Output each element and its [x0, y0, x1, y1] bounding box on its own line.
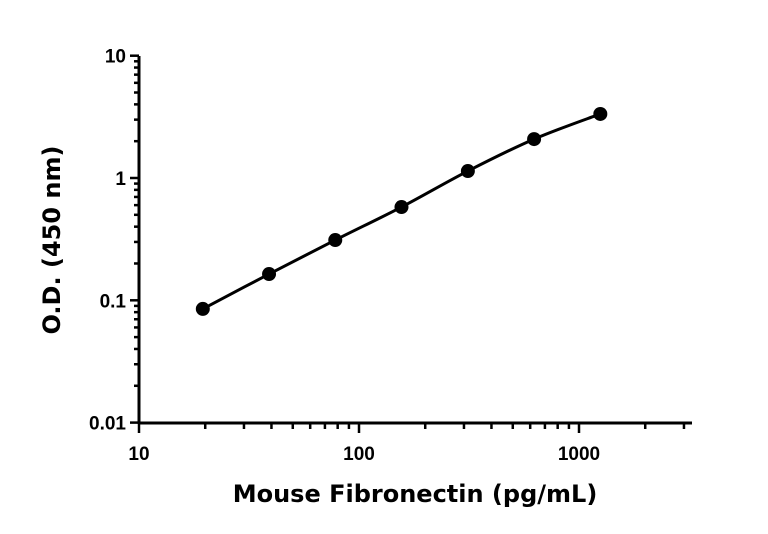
data-point — [328, 233, 343, 248]
x-tick-label: 100 — [343, 444, 375, 465]
x-tick-label: 10 — [128, 444, 149, 465]
data-point — [460, 164, 475, 179]
data-point — [262, 267, 277, 282]
data-point — [195, 301, 210, 316]
x-tick-label: 1000 — [558, 444, 600, 465]
y-axis-tick-labels: 0.01 0.1 1 10 — [89, 47, 126, 435]
x-axis-tick-labels: 10 100 1000 — [128, 444, 600, 465]
y-tick-label: 0.1 — [100, 291, 127, 312]
y-tick-label: 1 — [115, 169, 126, 190]
y-tick-label: 0.01 — [89, 414, 126, 435]
data-point — [394, 200, 409, 215]
data-points — [195, 106, 608, 316]
data-point — [593, 106, 608, 121]
y-axis-title: O.D. (450 nm) — [38, 146, 66, 335]
x-axis-title: Mouse Fibronectin (pg/mL) — [233, 480, 598, 508]
y-tick-label: 10 — [105, 47, 126, 68]
data-point — [527, 132, 542, 147]
